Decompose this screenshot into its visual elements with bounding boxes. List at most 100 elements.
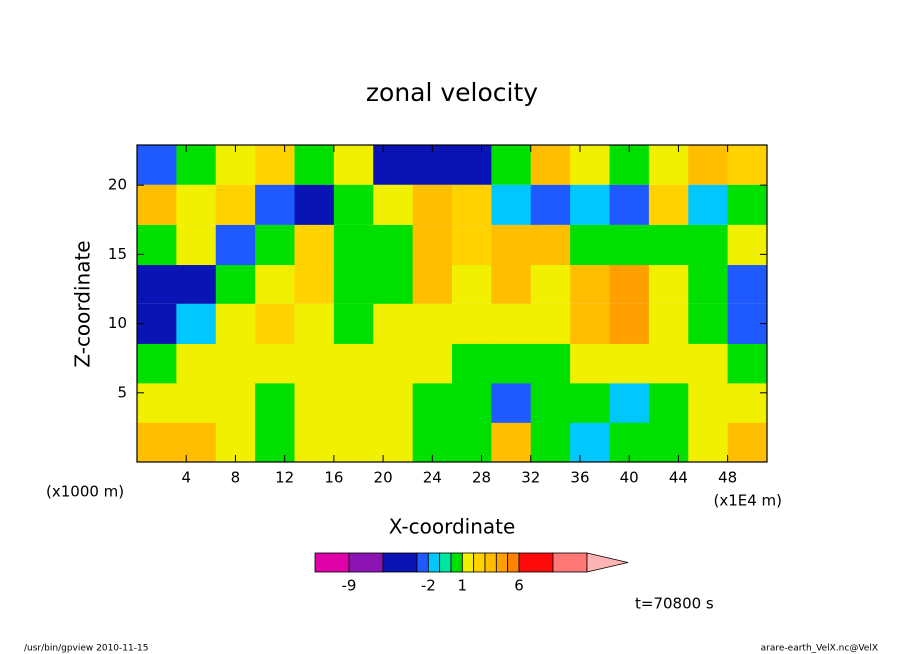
- field-cell: [570, 263, 610, 304]
- colorbar-tick-label: -9: [342, 577, 357, 595]
- colorbar-segment: [427, 552, 441, 573]
- colorbar-segment: [450, 552, 463, 573]
- field-cell: [570, 343, 610, 384]
- field-cell: [215, 382, 256, 423]
- y-axis-label: Z-coordinate: [71, 240, 95, 367]
- field-cell: [137, 224, 177, 266]
- colorbar-segment: [461, 552, 475, 573]
- colorbar-tick-label: 1: [458, 577, 468, 595]
- field-cell: [530, 224, 571, 266]
- field-cell: [137, 382, 177, 423]
- field-cell: [412, 303, 453, 344]
- field-cell: [452, 224, 492, 266]
- field-cell: [373, 343, 414, 384]
- field-cell: [491, 224, 532, 266]
- field-cell: [333, 224, 374, 266]
- x-unit-left: (x1000 m): [46, 483, 124, 501]
- colorbar-segment: [484, 552, 497, 573]
- field-cell: [688, 422, 729, 463]
- field-cell: [333, 184, 374, 225]
- colorbar-segment: [382, 552, 418, 573]
- field-cell: [255, 422, 295, 463]
- field-cell: [688, 145, 729, 185]
- field-cell: [452, 145, 492, 185]
- colorbar-extension: [586, 552, 629, 573]
- field-cell: [215, 263, 256, 304]
- field-cell: [373, 382, 414, 423]
- field-cell: [176, 263, 217, 304]
- field-cell: [727, 263, 768, 304]
- field-cell: [333, 382, 374, 423]
- field-cell: [648, 224, 689, 266]
- colorbar-segment: [439, 552, 452, 573]
- x-tick-label: 40: [620, 469, 639, 487]
- colorbar-segment: [552, 552, 588, 573]
- colorbar-tick-label: 6: [514, 577, 524, 595]
- field-cell: [333, 145, 374, 185]
- field-cell: [530, 184, 571, 225]
- field-cell: [648, 303, 689, 344]
- field-cell: [294, 382, 335, 423]
- field-cell: [294, 422, 335, 463]
- field-cell: [294, 224, 335, 266]
- y-tick-label: 10: [108, 314, 127, 332]
- x-tick-label: 20: [374, 469, 393, 487]
- field-cell: [294, 343, 335, 384]
- y-tick-label: 15: [108, 245, 127, 263]
- field-cell: [176, 422, 217, 463]
- field-cell: [255, 145, 295, 185]
- field-cell: [688, 224, 729, 266]
- x-tick-label: 32: [521, 469, 540, 487]
- field-cell: [215, 224, 256, 266]
- field-cell: [412, 343, 453, 384]
- field-cell: [452, 382, 492, 423]
- field-cell: [570, 303, 610, 344]
- field-cell: [570, 422, 610, 463]
- chart-title: zonal velocity: [366, 78, 538, 107]
- field-cell: [412, 184, 453, 225]
- field-cell: [412, 263, 453, 304]
- x-tick-label: 28: [472, 469, 491, 487]
- field-cell: [176, 145, 217, 185]
- field-cell: [570, 224, 610, 266]
- colorbar-segment: [416, 552, 429, 573]
- field-cell: [727, 343, 768, 384]
- field-cell: [412, 224, 453, 266]
- field-cell: [333, 263, 374, 304]
- field-cell: [452, 343, 492, 384]
- field-cell: [530, 382, 571, 423]
- field-cell: [373, 303, 414, 344]
- field-cell: [648, 422, 689, 463]
- field-cell: [530, 145, 571, 185]
- colorbar-tick-label: -2: [421, 577, 436, 595]
- field-cell: [688, 382, 729, 423]
- field-cell: [373, 263, 414, 304]
- field-cell: [609, 224, 650, 266]
- field-cell: [137, 145, 177, 185]
- time-label: t=70800 s: [635, 595, 714, 613]
- field-cell: [727, 382, 768, 423]
- field-cell: [452, 422, 492, 463]
- field-cell: [294, 145, 335, 185]
- field-cell: [570, 145, 610, 185]
- field-cell: [530, 263, 571, 304]
- field-cell: [255, 303, 295, 344]
- field-cell: [215, 303, 256, 344]
- field-cell: [688, 263, 729, 304]
- x-tick-label: 4: [181, 469, 191, 487]
- field-cell: [176, 343, 217, 384]
- field-cell: [255, 184, 295, 225]
- field-cell: [255, 263, 295, 304]
- field-cell: [176, 184, 217, 225]
- field-cell: [176, 224, 217, 266]
- field-cell: [452, 184, 492, 225]
- field-cell: [648, 343, 689, 384]
- footer-left: /usr/bin/gpview 2010-11-15: [24, 644, 148, 654]
- x-axis-label: X-coordinate: [389, 515, 516, 539]
- field-cell: [570, 184, 610, 225]
- field-cell: [530, 303, 571, 344]
- x-tick-label: 12: [275, 469, 294, 487]
- y-tick-label: 20: [108, 176, 127, 194]
- field-cell: [491, 422, 532, 463]
